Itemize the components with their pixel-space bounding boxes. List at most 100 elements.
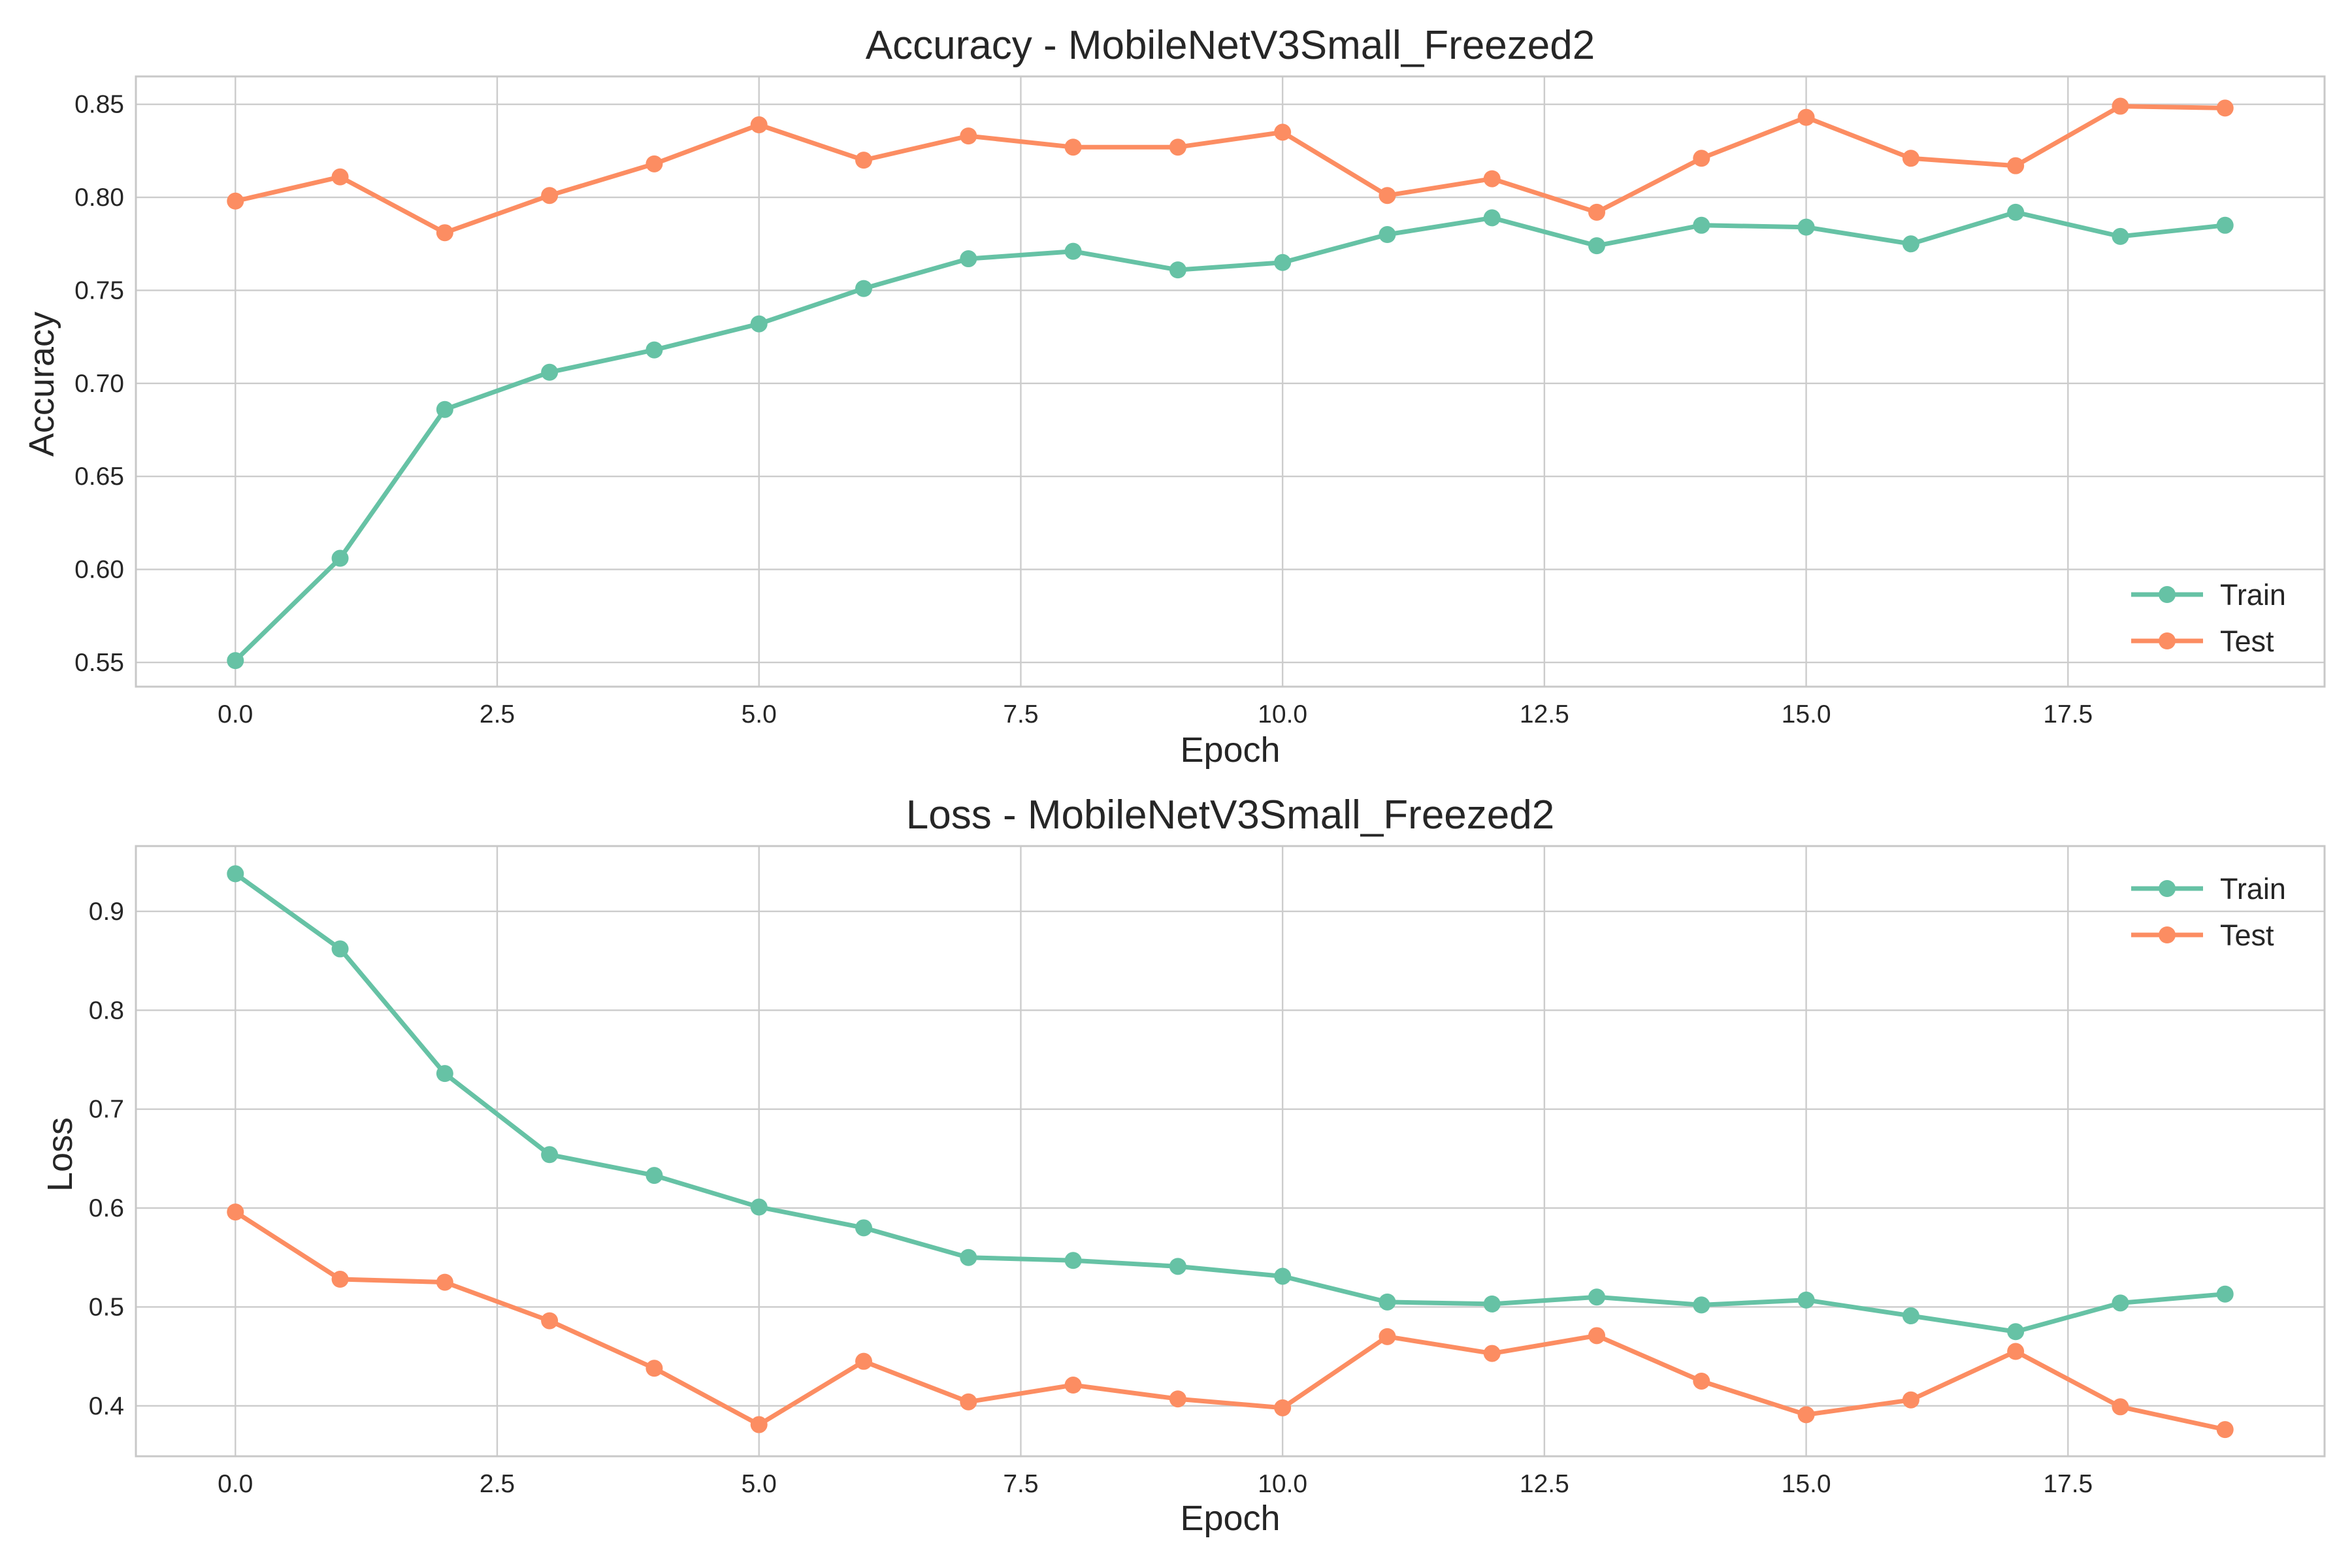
accuracy-series <box>227 97 2234 670</box>
accuracy-x-tick-label: 7.5 <box>1003 700 1038 728</box>
loss-test-line <box>233 1209 2228 1432</box>
loss-test-point <box>1274 1399 1292 1416</box>
loss-legend-test-marker <box>2159 926 2176 943</box>
loss-x-tick-label: 5.0 <box>742 1470 777 1498</box>
accuracy-x-axis-label: Epoch <box>1180 730 1280 770</box>
accuracy-x-tick-label: 12.5 <box>1520 700 1569 728</box>
accuracy-legend-train-label: Train <box>2220 578 2286 612</box>
accuracy-y-axis-label: Accuracy <box>22 312 61 457</box>
loss-test-point <box>855 1352 872 1370</box>
loss-y-tick-label: 0.4 <box>89 1392 124 1420</box>
loss-train-point <box>227 865 244 883</box>
accuracy-tick-labels: 0.0 2.5 5.0 7.5 10.0 12.5 15.0 17.5 0.55 0.60 0.65… <box>74 91 2093 728</box>
loss-train-point <box>331 940 349 958</box>
accuracy-train-point <box>541 363 559 381</box>
loss-x-tick-label: 7.5 <box>1003 1470 1038 1498</box>
loss-train-point <box>2007 1323 2025 1341</box>
accuracy-x-tick-label: 15.0 <box>1782 700 1831 728</box>
loss-x-tick-label: 0.0 <box>218 1470 253 1498</box>
loss-test-point <box>2007 1343 2025 1360</box>
accuracy-test-point <box>1902 150 1919 167</box>
loss-chart-title: Loss - MobileNetV3Small_Freezed2 <box>906 792 1554 838</box>
loss-test-point <box>541 1312 559 1330</box>
accuracy-train-point <box>2112 227 2129 245</box>
accuracy-y-tick-label: 0.65 <box>74 463 124 491</box>
accuracy-train-point <box>1169 261 1186 279</box>
accuracy-test-point <box>1274 123 1292 141</box>
accuracy-train-point <box>331 549 349 567</box>
accuracy-chart: Accuracy - MobileNetV3Small_Freezed2 Epo… <box>22 23 2326 770</box>
loss-x-tick-label: 2.5 <box>480 1470 515 1498</box>
loss-legend: Train Test <box>2131 872 2286 952</box>
accuracy-test-point <box>2112 97 2129 115</box>
accuracy-y-tick-label: 0.60 <box>74 556 124 584</box>
loss-train-point <box>1169 1258 1186 1275</box>
accuracy-grid <box>136 76 2325 687</box>
loss-train-point <box>541 1146 559 1164</box>
loss-test-point <box>1588 1327 1606 1345</box>
loss-y-axis-label: Loss <box>41 1117 80 1192</box>
loss-y-tick-label: 0.7 <box>89 1096 124 1124</box>
loss-train-point <box>1693 1296 1710 1314</box>
accuracy-test-point <box>1379 187 1396 204</box>
loss-test-point <box>436 1273 453 1291</box>
accuracy-chart-title: Accuracy - MobileNetV3Small_Freezed2 <box>866 23 1595 68</box>
accuracy-test-point <box>750 116 768 134</box>
accuracy-train-point <box>2007 203 2025 221</box>
accuracy-test-point <box>855 152 872 169</box>
accuracy-y-tick-label: 0.75 <box>74 276 124 304</box>
accuracy-legend-test-label: Test <box>2220 625 2274 658</box>
loss-legend-train-marker <box>2159 880 2176 897</box>
loss-train-point <box>1902 1307 1919 1325</box>
loss-train-point <box>1274 1267 1292 1285</box>
accuracy-test-point <box>1797 108 1815 126</box>
loss-test-point <box>1902 1391 1919 1409</box>
accuracy-test-point <box>960 127 977 145</box>
loss-x-tick-label: 17.5 <box>2043 1470 2093 1498</box>
loss-test-point <box>1379 1328 1396 1345</box>
accuracy-train-point <box>1693 216 1710 234</box>
accuracy-test-point <box>541 187 559 204</box>
loss-train-point <box>1379 1293 1396 1311</box>
loss-test-point <box>1483 1345 1501 1362</box>
loss-plot-frame <box>135 845 2326 1458</box>
accuracy-y-tick-label: 0.55 <box>74 649 124 677</box>
loss-test-point <box>2112 1398 2129 1416</box>
loss-chart: Loss - MobileNetV3Small_Freezed2 Epoch L… <box>41 792 2326 1538</box>
loss-y-tick-label: 0.6 <box>89 1194 124 1222</box>
accuracy-train-point <box>1797 218 1815 236</box>
accuracy-test-point <box>1064 139 1082 156</box>
accuracy-train-point <box>1588 237 1606 255</box>
loss-train-point <box>2216 1285 2234 1303</box>
accuracy-x-tick-label: 0.0 <box>218 700 253 728</box>
loss-legend-train-label: Train <box>2220 872 2286 906</box>
loss-train-point <box>750 1198 768 1216</box>
accuracy-test-point <box>645 155 663 172</box>
accuracy-test-point <box>1483 170 1501 188</box>
loss-test-point <box>227 1203 244 1221</box>
accuracy-train-point <box>960 250 977 268</box>
accuracy-train-point <box>645 341 663 359</box>
loss-train-point <box>436 1065 453 1083</box>
accuracy-x-tick-label: 17.5 <box>2043 700 2093 728</box>
loss-test-point <box>1064 1377 1082 1394</box>
accuracy-train-point <box>227 652 244 670</box>
accuracy-train-point <box>1902 235 1919 253</box>
loss-test-point <box>1169 1390 1186 1408</box>
accuracy-train-line <box>233 210 2228 663</box>
accuracy-test-point <box>227 192 244 210</box>
accuracy-y-tick-label: 0.85 <box>74 91 124 119</box>
accuracy-train-point <box>2216 216 2234 234</box>
accuracy-legend: Train Test <box>2131 578 2286 658</box>
accuracy-y-tick-label: 0.80 <box>74 184 124 212</box>
loss-train-point <box>960 1249 977 1266</box>
loss-train-point <box>2112 1294 2129 1312</box>
loss-train-point <box>855 1219 872 1237</box>
loss-grid <box>136 846 2325 1456</box>
loss-test-point <box>1693 1372 1710 1390</box>
loss-y-tick-label: 0.9 <box>89 898 124 926</box>
accuracy-test-point <box>1693 150 1710 167</box>
accuracy-train-point <box>855 280 872 297</box>
accuracy-x-tick-label: 2.5 <box>480 700 515 728</box>
